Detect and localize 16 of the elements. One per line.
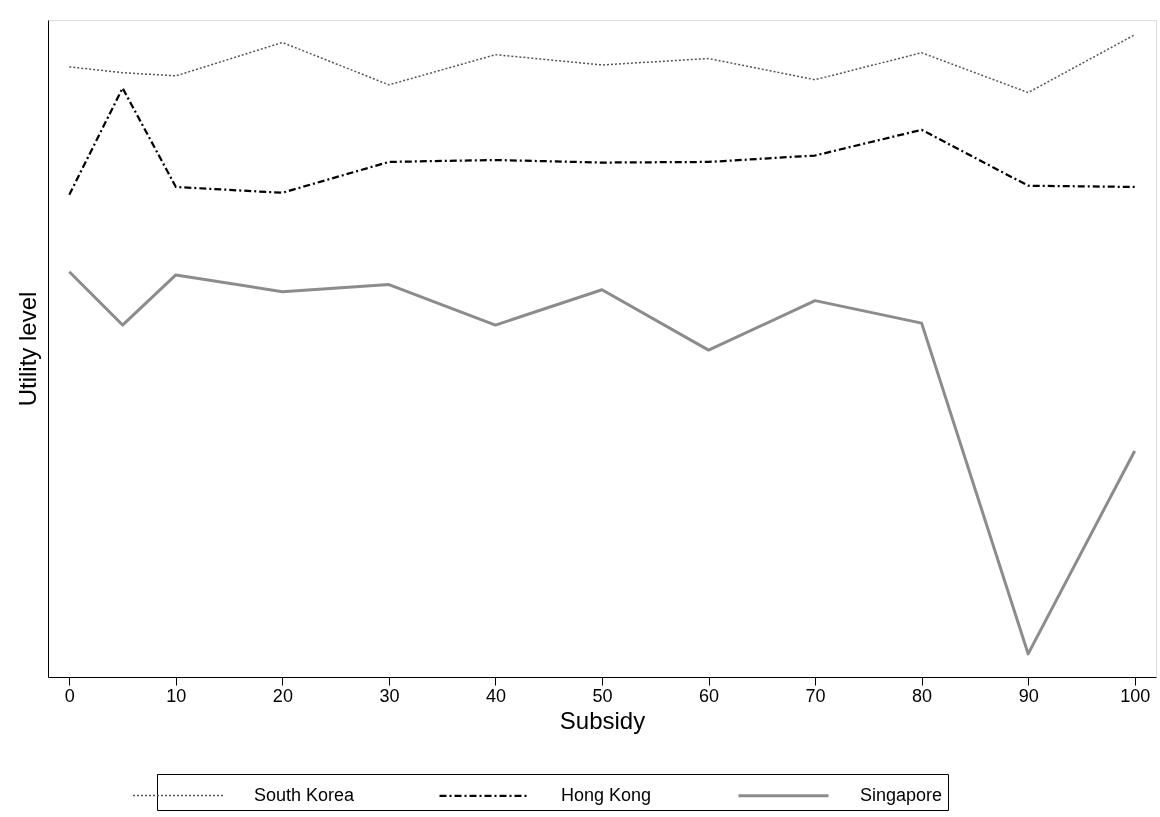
x-tick-label: 80: [912, 685, 933, 706]
legend-label: Hong Kong: [561, 784, 652, 805]
x-axis-title: Subsidy: [559, 706, 646, 734]
x-tick-label: 100: [1120, 685, 1151, 706]
legend-label: Singapore: [860, 784, 943, 805]
x-tick-label: 10: [166, 685, 187, 706]
x-tick-label: 40: [485, 685, 506, 706]
x-tick-label: 60: [699, 685, 720, 706]
x-tick-label: 90: [1018, 685, 1039, 706]
x-tick-label: 70: [805, 685, 826, 706]
y-axis-title: Utility level: [13, 291, 41, 407]
x-tick-label: 20: [272, 685, 293, 706]
x-tick-label: 0: [64, 685, 75, 706]
x-tick-label: 50: [592, 685, 613, 706]
legend-label: South Korea: [254, 784, 356, 805]
x-tick-label: 30: [379, 685, 400, 706]
